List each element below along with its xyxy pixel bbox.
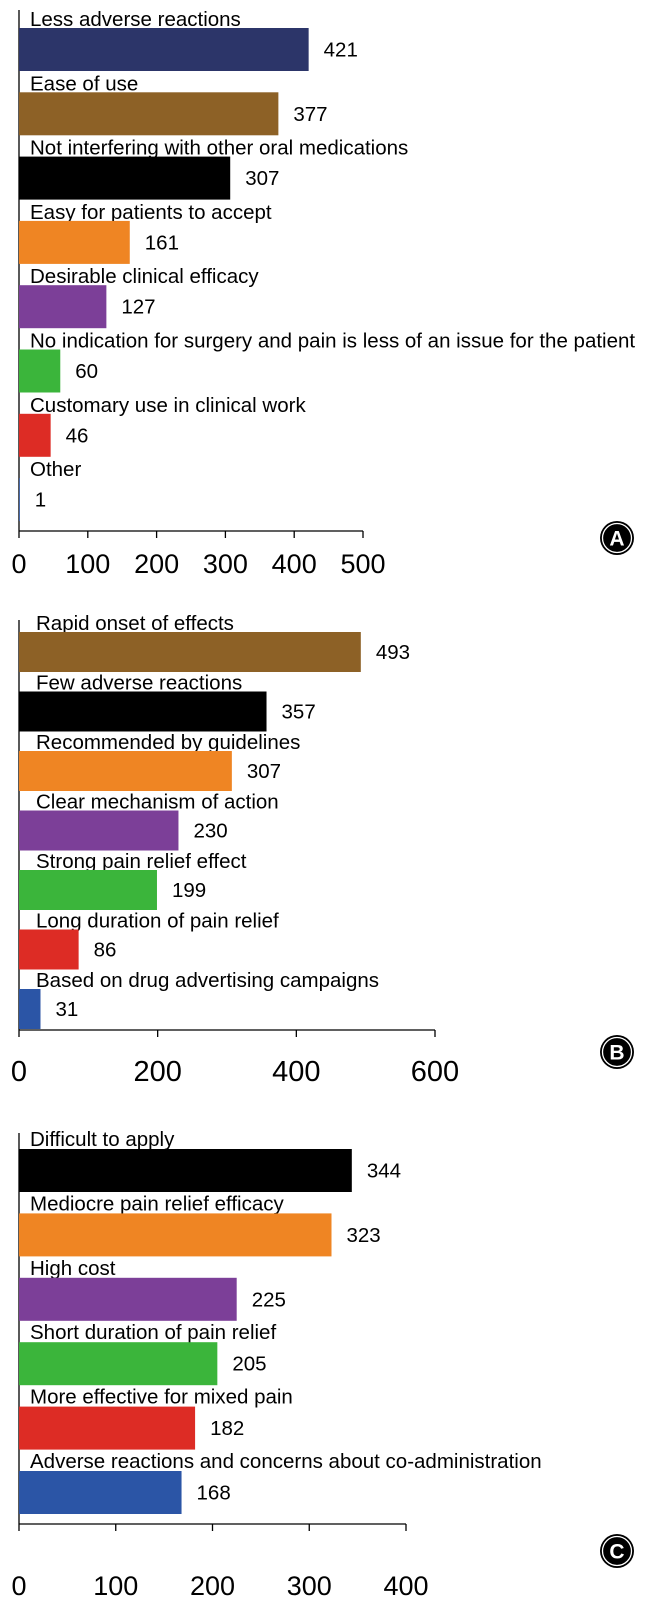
- value-label-rapid-onset-of-effects: 493: [376, 641, 410, 664]
- bar-short-duration-of-pain-relief: [19, 1342, 218, 1386]
- panel-b-x-tick-label-0: 0: [11, 1056, 27, 1088]
- panel-a-x-tick-label-100: 100: [65, 549, 110, 579]
- value-label-easy-for-patients-to-accept: 161: [145, 231, 179, 254]
- bar-other: [19, 478, 20, 522]
- value-label-based-on-drug-advertising-campaigns: 31: [55, 998, 78, 1021]
- category-label-easy-for-patients-to-accept: Easy for patients to accept: [30, 201, 272, 224]
- bar-more-effective-for-mixed-pain: [19, 1406, 196, 1450]
- category-label-no-indication-for-surgery-and-pain-is-less-of-an-issue-for-the-patient: No indication for surgery and pain is le…: [30, 330, 635, 353]
- bar-clear-mechanism-of-action: [19, 810, 179, 851]
- bar-no-indication-for-surgery-and-pain-is-less-of-an-issue-for-the-patient: [19, 349, 61, 393]
- panel-c-x-tick-label-300: 300: [287, 1571, 332, 1601]
- category-label-more-effective-for-mixed-pain: More effective for mixed pain: [30, 1386, 293, 1409]
- value-label-mediocre-pain-relief-efficacy: 323: [347, 1224, 381, 1247]
- panel-a-x-tick-label-400: 400: [272, 549, 317, 579]
- value-label-high-cost: 225: [252, 1288, 286, 1311]
- category-label-difficult-to-apply: Difficult to apply: [30, 1128, 175, 1151]
- category-label-short-duration-of-pain-relief: Short duration of pain relief: [30, 1321, 276, 1344]
- bar-few-adverse-reactions: [19, 691, 267, 732]
- panel-c-x-tick-label-400: 400: [383, 1571, 428, 1601]
- value-label-ease-of-use: 377: [293, 103, 327, 126]
- value-label-desirable-clinical-efficacy: 127: [121, 296, 155, 319]
- value-label-more-effective-for-mixed-pain: 182: [210, 1417, 244, 1440]
- value-label-short-duration-of-pain-relief: 205: [232, 1353, 266, 1376]
- panel-b-x-tick-label-600: 600: [411, 1056, 459, 1088]
- panel-c-label: C: [609, 1541, 624, 1564]
- bar-mediocre-pain-relief-efficacy: [19, 1213, 332, 1257]
- category-label-long-duration-of-pain-relief: Long duration of pain relief: [36, 910, 279, 933]
- category-label-desirable-clinical-efficacy: Desirable clinical efficacy: [30, 265, 259, 288]
- value-label-clear-mechanism-of-action: 230: [193, 820, 227, 843]
- value-label-customary-use-in-clinical-work: 46: [66, 424, 89, 447]
- panel-c-x-tick-label-200: 200: [190, 1571, 235, 1601]
- bar-rapid-onset-of-effects: [19, 632, 361, 672]
- category-label-clear-mechanism-of-action: Clear mechanism of action: [36, 791, 279, 814]
- panel-b-badge: B: [600, 1035, 634, 1069]
- panel-b-label: B: [609, 1042, 624, 1065]
- category-label-recommended-by-guidelines: Recommended by guidelines: [36, 731, 300, 754]
- value-label-long-duration-of-pain-relief: 86: [94, 939, 117, 962]
- bar-difficult-to-apply: [19, 1149, 352, 1192]
- bar-not-interfering-with-other-oral-medications: [19, 156, 231, 200]
- category-label-strong-pain-relief-effect: Strong pain relief effect: [36, 850, 247, 873]
- category-label-other: Other: [30, 458, 81, 481]
- value-label-less-adverse-reactions: 421: [324, 39, 358, 62]
- category-label-high-cost: High cost: [30, 1257, 116, 1280]
- value-label-recommended-by-guidelines: 307: [247, 760, 281, 783]
- bar-adverse-reactions-and-concerns-about-co-administration: [19, 1471, 182, 1514]
- category-label-customary-use-in-clinical-work: Customary use in clinical work: [30, 394, 306, 417]
- panel-a-label: A: [609, 528, 624, 551]
- bar-strong-pain-relief-effect: [19, 870, 157, 910]
- panel-a: Less adverse reactions Ease of use Not int…: [11, 8, 635, 579]
- panel-a-x-tick-label-200: 200: [134, 549, 179, 579]
- category-label-adverse-reactions-and-concerns-about-co-administration: Adverse reactions and concerns about co-…: [30, 1450, 542, 1473]
- value-label-few-adverse-reactions: 357: [282, 701, 316, 724]
- bar-long-duration-of-pain-relief: [19, 929, 79, 970]
- bar-recommended-by-guidelines: [19, 751, 232, 791]
- bar-based-on-drug-advertising-campaigns: [19, 989, 41, 1029]
- panel-a-badge: A: [600, 521, 634, 555]
- panel-a-badge-circle: [600, 521, 634, 555]
- category-label-few-adverse-reactions: Few adverse reactions: [36, 672, 242, 695]
- value-label-no-indication-for-surgery-and-pain-is-less-of-an-issue-for-the-patient: 60: [75, 360, 98, 383]
- panel-b-badge-circle: [600, 1035, 634, 1069]
- panel-c-x-tick-label-100: 100: [93, 1571, 138, 1601]
- category-label-less-adverse-reactions: Less adverse reactions: [30, 8, 241, 31]
- category-label-not-interfering-with-other-oral-medications: Not interfering with other oral medicati…: [30, 137, 408, 160]
- value-label-adverse-reactions-and-concerns-about-co-administration: 168: [197, 1482, 231, 1505]
- value-label-other: 1: [35, 489, 46, 512]
- panel-a-badge-ring: [601, 522, 633, 554]
- panel-c-badge-circle: [600, 1534, 634, 1568]
- panel-a-x-tick-label-0: 0: [11, 549, 26, 579]
- category-label-rapid-onset-of-effects: Rapid onset of effects: [36, 612, 234, 635]
- bar-desirable-clinical-efficacy: [19, 285, 107, 329]
- panel-c-badge: C: [600, 1534, 634, 1568]
- bar-customary-use-in-clinical-work: [19, 413, 51, 457]
- bar-high-cost: [19, 1277, 237, 1321]
- panel-c-badge-ring: [601, 1535, 633, 1567]
- bar-ease-of-use: [19, 92, 279, 136]
- category-label-based-on-drug-advertising-campaigns: Based on drug advertising campaigns: [36, 969, 379, 992]
- panel-c: Difficult to apply Mediocre pain relief e…: [11, 1128, 634, 1601]
- value-label-strong-pain-relief-effect: 199: [172, 879, 206, 902]
- panel-a-x-tick-label-300: 300: [203, 549, 248, 579]
- panel-a-x-tick-label-500: 500: [340, 549, 385, 579]
- panel-c-x-tick-label-0: 0: [11, 1571, 26, 1601]
- value-label-not-interfering-with-other-oral-medications: 307: [245, 167, 279, 190]
- bar-easy-for-patients-to-accept: [19, 220, 130, 264]
- category-label-mediocre-pain-relief-efficacy: Mediocre pain relief efficacy: [30, 1192, 284, 1215]
- value-label-difficult-to-apply: 344: [367, 1160, 401, 1183]
- panel-b: Rapid onset of effects Few adverse reacti…: [11, 612, 634, 1088]
- panel-b-x-tick-label-200: 200: [133, 1056, 181, 1088]
- category-label-ease-of-use: Ease of use: [30, 72, 138, 95]
- panel-b-badge-ring: [601, 1036, 633, 1068]
- bar-less-adverse-reactions: [19, 28, 309, 71]
- panel-b-x-tick-label-400: 400: [272, 1056, 320, 1088]
